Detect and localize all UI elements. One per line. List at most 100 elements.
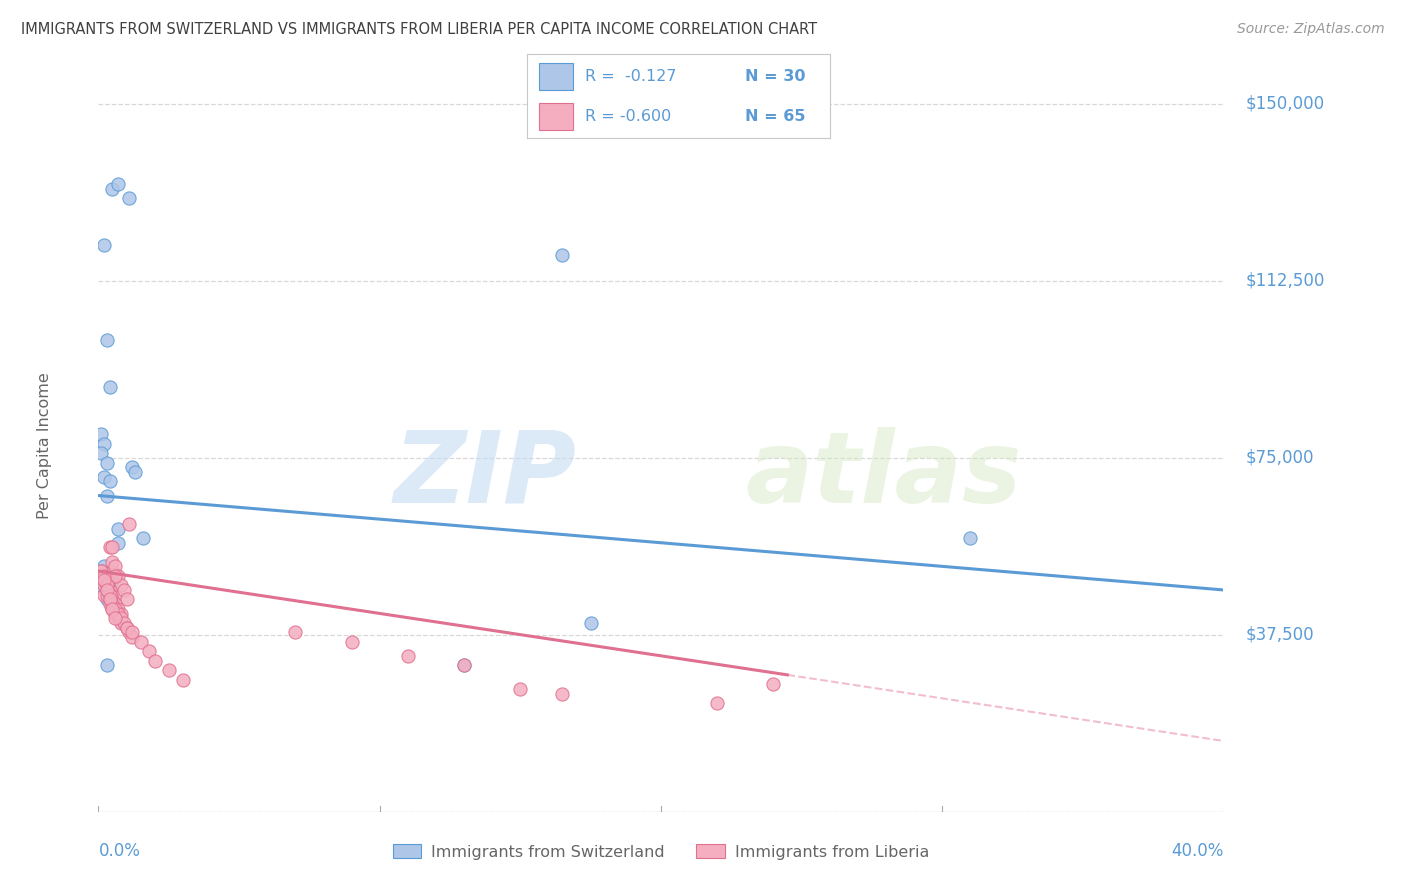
Point — [104, 568, 127, 582]
Point — [340, 635, 363, 649]
Point — [93, 574, 115, 588]
Text: R = -0.600: R = -0.600 — [585, 109, 671, 124]
Point — [96, 578, 118, 592]
Point — [98, 588, 121, 602]
Point — [93, 568, 115, 582]
Point — [112, 615, 135, 630]
Point — [551, 248, 574, 262]
Point — [132, 531, 155, 545]
Point — [93, 238, 115, 252]
Point — [284, 625, 307, 640]
Point — [93, 436, 115, 450]
Point — [96, 582, 118, 597]
Point — [96, 588, 118, 602]
Point — [90, 427, 112, 442]
Point — [115, 621, 138, 635]
Point — [104, 597, 127, 611]
Point — [101, 592, 124, 607]
Text: $112,500: $112,500 — [1246, 272, 1324, 290]
Legend: Immigrants from Switzerland, Immigrants from Liberia: Immigrants from Switzerland, Immigrants … — [387, 838, 935, 866]
Text: N = 30: N = 30 — [745, 69, 806, 84]
Point — [107, 177, 129, 191]
Point — [101, 574, 124, 588]
Text: $37,500: $37,500 — [1246, 626, 1315, 644]
Point — [90, 578, 112, 592]
Point — [101, 597, 124, 611]
Point — [115, 592, 138, 607]
Point — [551, 687, 574, 701]
Point — [121, 625, 143, 640]
Text: Per Capita Income: Per Capita Income — [37, 373, 52, 519]
Point — [138, 644, 160, 658]
Point — [98, 380, 121, 394]
Point — [959, 531, 981, 545]
Point — [104, 588, 127, 602]
Point — [172, 673, 194, 687]
Point — [93, 469, 115, 483]
Point — [101, 182, 124, 196]
Point — [96, 578, 118, 592]
Point — [115, 621, 138, 635]
Point — [107, 535, 129, 549]
Text: 40.0%: 40.0% — [1171, 842, 1223, 861]
FancyBboxPatch shape — [540, 62, 572, 90]
Point — [93, 564, 115, 578]
Point — [96, 658, 118, 673]
Text: ZIP: ZIP — [394, 426, 576, 524]
Point — [90, 568, 112, 582]
Point — [112, 582, 135, 597]
Point — [396, 648, 419, 663]
Point — [104, 559, 127, 574]
Point — [101, 602, 124, 616]
Point — [104, 607, 127, 621]
Point — [104, 611, 127, 625]
Point — [96, 582, 118, 597]
Point — [579, 615, 602, 630]
Point — [101, 602, 124, 616]
Point — [110, 615, 132, 630]
Point — [157, 663, 180, 677]
Point — [96, 333, 118, 347]
Text: atlas: atlas — [745, 426, 1022, 524]
Point — [143, 654, 166, 668]
Point — [90, 564, 112, 578]
Text: 0.0%: 0.0% — [98, 842, 141, 861]
Point — [93, 574, 115, 588]
Point — [453, 658, 475, 673]
Point — [98, 475, 121, 489]
Point — [121, 460, 143, 475]
Point — [118, 625, 141, 640]
Point — [110, 611, 132, 625]
Text: $150,000: $150,000 — [1246, 95, 1324, 113]
Point — [90, 446, 112, 460]
Point — [110, 607, 132, 621]
Text: $75,000: $75,000 — [1246, 449, 1315, 467]
Point — [93, 559, 115, 574]
Point — [453, 658, 475, 673]
Point — [98, 582, 121, 597]
Point — [96, 456, 118, 470]
Point — [107, 568, 129, 582]
Point — [96, 489, 118, 503]
Point — [124, 465, 146, 479]
Point — [98, 541, 121, 555]
Point — [98, 592, 121, 607]
Point — [93, 578, 115, 592]
Point — [90, 564, 112, 578]
Text: N = 65: N = 65 — [745, 109, 806, 124]
Text: Source: ZipAtlas.com: Source: ZipAtlas.com — [1237, 22, 1385, 37]
Point — [107, 522, 129, 536]
Point — [98, 582, 121, 597]
Point — [110, 578, 132, 592]
Point — [96, 592, 118, 607]
Point — [104, 602, 127, 616]
Point — [121, 630, 143, 644]
Point — [129, 635, 152, 649]
Point — [118, 516, 141, 531]
Point — [101, 541, 124, 555]
Point — [96, 578, 118, 592]
Point — [107, 602, 129, 616]
Text: IMMIGRANTS FROM SWITZERLAND VS IMMIGRANTS FROM LIBERIA PER CAPITA INCOME CORRELA: IMMIGRANTS FROM SWITZERLAND VS IMMIGRANT… — [21, 22, 817, 37]
Point — [101, 564, 124, 578]
Point — [96, 574, 118, 588]
